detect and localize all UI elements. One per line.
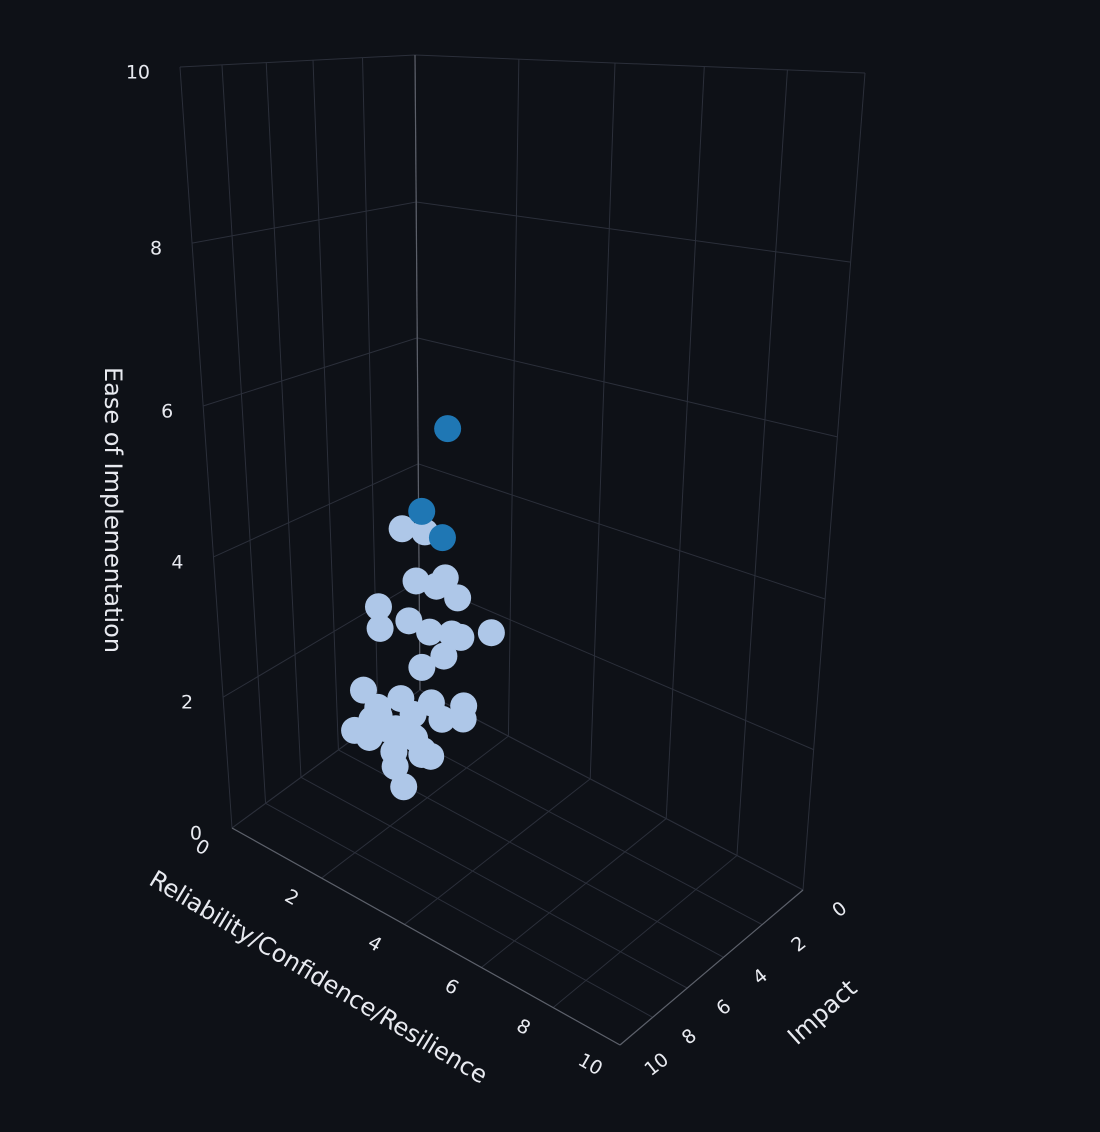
marker <box>364 593 392 621</box>
grid-line <box>300 776 688 989</box>
grid-line <box>418 580 814 751</box>
grid-line <box>179 54 416 68</box>
marker <box>402 567 430 595</box>
marker <box>365 702 393 730</box>
z-tick-label: 10 <box>126 62 150 84</box>
grid-line <box>419 689 804 891</box>
z-tick-label: 0 <box>190 823 202 845</box>
marker <box>355 723 383 751</box>
marker <box>390 773 418 801</box>
grid-line <box>404 778 591 925</box>
marker <box>408 653 436 681</box>
marker <box>428 524 456 552</box>
marker <box>408 740 436 768</box>
grid-line <box>265 802 653 1018</box>
marker <box>408 497 436 525</box>
grid-line <box>414 54 866 74</box>
points <box>341 415 505 801</box>
grid-line <box>736 69 788 856</box>
marker <box>416 618 444 646</box>
grid-line <box>312 60 339 750</box>
axis-line <box>619 889 804 1046</box>
grid-line <box>203 337 418 407</box>
grid-line <box>418 463 826 600</box>
z-tick-label: 4 <box>171 551 183 573</box>
grid-line <box>589 62 616 779</box>
marker <box>477 619 505 647</box>
z-tick-label: 6 <box>161 400 173 422</box>
grid-line <box>417 337 838 438</box>
grid-line <box>191 201 417 244</box>
marker <box>449 705 477 733</box>
grid-line <box>321 735 509 879</box>
grid-line <box>221 64 267 804</box>
grid-line <box>665 66 705 819</box>
axis-line <box>231 827 621 1046</box>
z-tick-label: 2 <box>181 692 193 714</box>
grid-line <box>416 201 851 263</box>
marker <box>366 614 394 642</box>
grid-line <box>507 59 520 737</box>
marker <box>430 642 458 670</box>
grid-line <box>481 818 667 968</box>
marker <box>380 738 408 766</box>
grid-line <box>802 72 866 891</box>
marker <box>428 705 456 733</box>
marker <box>395 607 423 635</box>
marker <box>431 564 459 592</box>
grid-line <box>179 66 233 829</box>
z-tick-label: 8 <box>150 238 162 260</box>
marker <box>388 515 416 543</box>
z-axis-title: Ease of Implementation <box>99 367 127 653</box>
grid-line <box>552 855 738 1008</box>
marker <box>444 584 472 612</box>
grid-line <box>213 463 419 558</box>
marker <box>447 623 475 651</box>
marker <box>434 415 462 443</box>
grid-line <box>265 62 302 778</box>
